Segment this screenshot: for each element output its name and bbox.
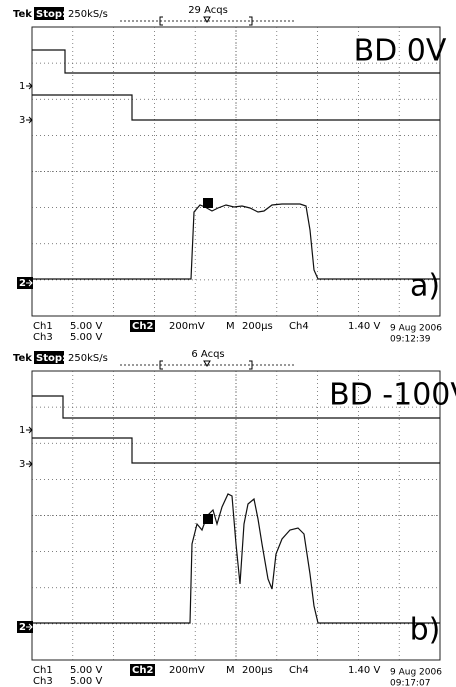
ch3-scale: 5.00 V <box>70 332 102 343</box>
page: TekStop:250kS/s29 AcqsBD 0V132a)Ch15.00 … <box>0 0 456 687</box>
timebase: 200µs <box>242 665 273 676</box>
timebase-label: M <box>226 321 235 332</box>
time: 09:17:07 <box>390 679 430 687</box>
ch3: Ch3 <box>33 676 53 687</box>
trigger-source: Ch4 <box>289 665 309 676</box>
trigger-source: Ch4 <box>289 321 309 332</box>
marker-arrow <box>26 461 32 467</box>
ch1-scale: 5.00 V <box>70 665 102 676</box>
channel-marker: 1 <box>19 425 25 436</box>
sample-rate: 250kS/s <box>68 353 108 364</box>
channel-marker: 3 <box>19 115 25 126</box>
tag: a) <box>410 269 440 304</box>
ch1-scale: 5.00 V <box>70 321 102 332</box>
state: Stop: <box>36 9 66 20</box>
ch2-scale: 200mV <box>169 665 205 676</box>
acquisitions: 29 Acqs <box>188 5 228 16</box>
ch2: Ch2 <box>132 665 153 676</box>
date: 9 Aug 2006 <box>390 324 442 334</box>
graticule <box>32 27 440 316</box>
ch2-scale: 200mV <box>169 321 205 332</box>
timebase: 200µs <box>242 321 273 332</box>
channel-label: BD -100V <box>329 378 456 413</box>
time: 09:12:39 <box>390 335 431 345</box>
channel-label: BD 0V <box>354 34 447 69</box>
timebase-label: M <box>226 665 235 676</box>
channel-marker: 2 <box>19 278 26 289</box>
trigger-level: 1.40 V <box>348 321 380 332</box>
acquisitions: 6 Acqs <box>191 349 224 360</box>
trigger-mark <box>203 514 213 524</box>
channel-marker: 3 <box>19 459 25 470</box>
graticule <box>32 371 440 660</box>
brand: Tek <box>13 353 32 364</box>
tag: b) <box>410 613 441 648</box>
channel-marker: 1 <box>19 81 25 92</box>
marker-arrow <box>26 83 32 89</box>
scope-panel: Tek Stop:250kS/s 29 Acqs BD 0V 1 3 2 a) Ch1 5.00 … <box>13 5 447 345</box>
trigger-mark <box>203 198 213 208</box>
ch2: Ch2 <box>132 321 153 332</box>
brand: Tek <box>13 9 32 20</box>
marker-arrow <box>26 427 32 433</box>
sample-rate: 250kS/s <box>68 9 108 20</box>
trigger-level: 1.40 V <box>348 665 380 676</box>
ch1: Ch1 <box>33 665 53 676</box>
date: 9 Aug 2006 <box>390 668 442 678</box>
channel-marker: 2 <box>19 622 26 633</box>
ch3: Ch3 <box>33 332 53 343</box>
ch1: Ch1 <box>33 321 53 332</box>
state: Stop: <box>36 353 66 364</box>
figure: TekStop:250kS/s29 AcqsBD 0V132a)Ch15.00 … <box>0 0 456 687</box>
marker-arrow <box>26 117 32 123</box>
scope-panel: Tek Stop:250kS/s 6 Acqs BD -100V 1 3 2 b) Ch1 5.0… <box>13 349 456 687</box>
ch3-scale: 5.00 V <box>70 676 102 687</box>
